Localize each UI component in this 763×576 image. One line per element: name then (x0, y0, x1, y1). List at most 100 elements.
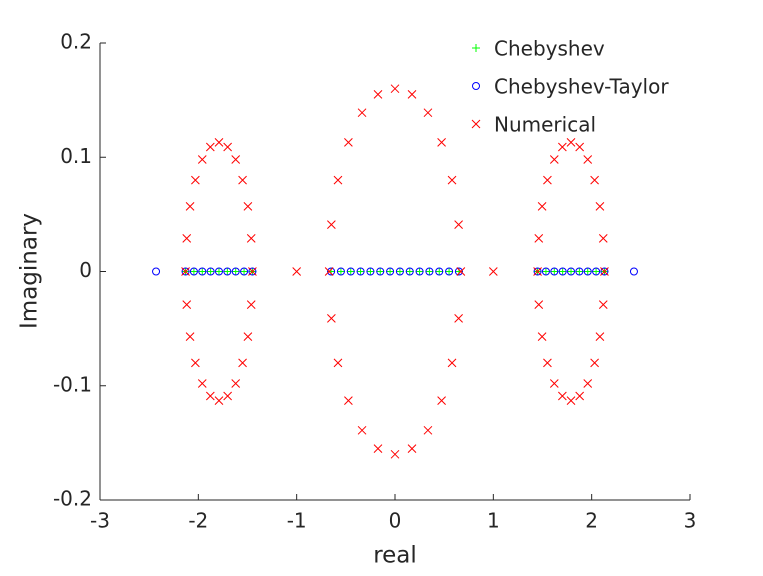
marker (454, 313, 463, 323)
marker (248, 267, 257, 276)
marker (336, 267, 345, 276)
marker (533, 267, 542, 276)
marker (197, 379, 207, 388)
marker (327, 313, 336, 323)
marker (344, 138, 353, 147)
marker (407, 444, 417, 453)
marker (206, 267, 215, 276)
marker (198, 267, 207, 276)
marker (558, 267, 567, 276)
marker (214, 138, 224, 147)
marker (324, 267, 334, 276)
marker (333, 175, 343, 185)
marker (592, 267, 601, 276)
marker (333, 358, 343, 368)
marker (423, 425, 433, 435)
marker (415, 267, 424, 276)
marker (590, 175, 599, 185)
marker (197, 155, 207, 164)
marker (600, 267, 609, 276)
marker (541, 267, 550, 276)
marker (327, 220, 336, 230)
marker (152, 267, 161, 276)
marker (182, 234, 192, 243)
marker (454, 220, 463, 230)
marker (595, 202, 605, 211)
marker (543, 358, 552, 368)
marker (390, 449, 400, 459)
marker (566, 396, 576, 405)
marker (395, 267, 404, 276)
marker (238, 175, 247, 185)
marker (240, 267, 249, 276)
marker (191, 175, 200, 185)
marker (435, 267, 444, 276)
marker (366, 267, 375, 276)
marker (344, 396, 353, 405)
marker (583, 155, 593, 164)
marker (181, 267, 190, 276)
marker (185, 332, 195, 341)
marker (223, 391, 232, 401)
marker (575, 267, 584, 276)
marker (376, 267, 385, 276)
marker (435, 267, 444, 276)
marker (600, 267, 609, 276)
marker (598, 300, 608, 309)
marker (390, 84, 400, 94)
marker (575, 391, 585, 401)
marker (537, 332, 547, 341)
x-tick-label: 1 (487, 509, 500, 533)
x-tick-label: -2 (188, 509, 208, 533)
marker (550, 267, 559, 276)
marker (407, 90, 417, 99)
marker (488, 267, 498, 276)
marker (206, 267, 215, 276)
marker (558, 391, 567, 401)
marker (292, 267, 302, 276)
x-axis-label: real (373, 543, 417, 569)
marker (445, 267, 454, 276)
marker (185, 202, 195, 211)
marker (182, 300, 192, 309)
marker (395, 267, 404, 276)
legend-marker (472, 44, 480, 52)
marker (590, 358, 599, 368)
marker (533, 267, 542, 276)
marker (592, 267, 601, 276)
marker (550, 267, 559, 276)
marker (405, 267, 414, 276)
marker (248, 267, 257, 276)
marker (445, 267, 454, 276)
marker (454, 267, 463, 276)
y-tick-label: 0 (79, 258, 92, 282)
marker (191, 358, 200, 368)
marker (566, 138, 576, 147)
marker (629, 267, 638, 276)
marker (189, 267, 198, 276)
marker (246, 300, 256, 309)
marker (327, 267, 336, 276)
y-tick-label: 0.2 (60, 30, 92, 54)
marker (595, 332, 605, 341)
marker (567, 267, 576, 276)
marker (205, 391, 215, 401)
y-axis-label: Imaginary (17, 213, 43, 329)
marker (240, 267, 249, 276)
marker (214, 396, 224, 405)
marker (575, 142, 585, 152)
marker (214, 267, 223, 276)
marker (376, 267, 385, 276)
marker (437, 396, 446, 405)
marker (534, 300, 544, 309)
marker (223, 267, 232, 276)
marker (575, 267, 584, 276)
marker (214, 267, 223, 276)
marker (373, 90, 383, 99)
marker (181, 267, 190, 276)
x-tick-label: -1 (287, 509, 307, 533)
marker (198, 267, 207, 276)
x-tick-label: 2 (585, 509, 598, 533)
marker (541, 267, 550, 276)
marker (537, 202, 547, 211)
